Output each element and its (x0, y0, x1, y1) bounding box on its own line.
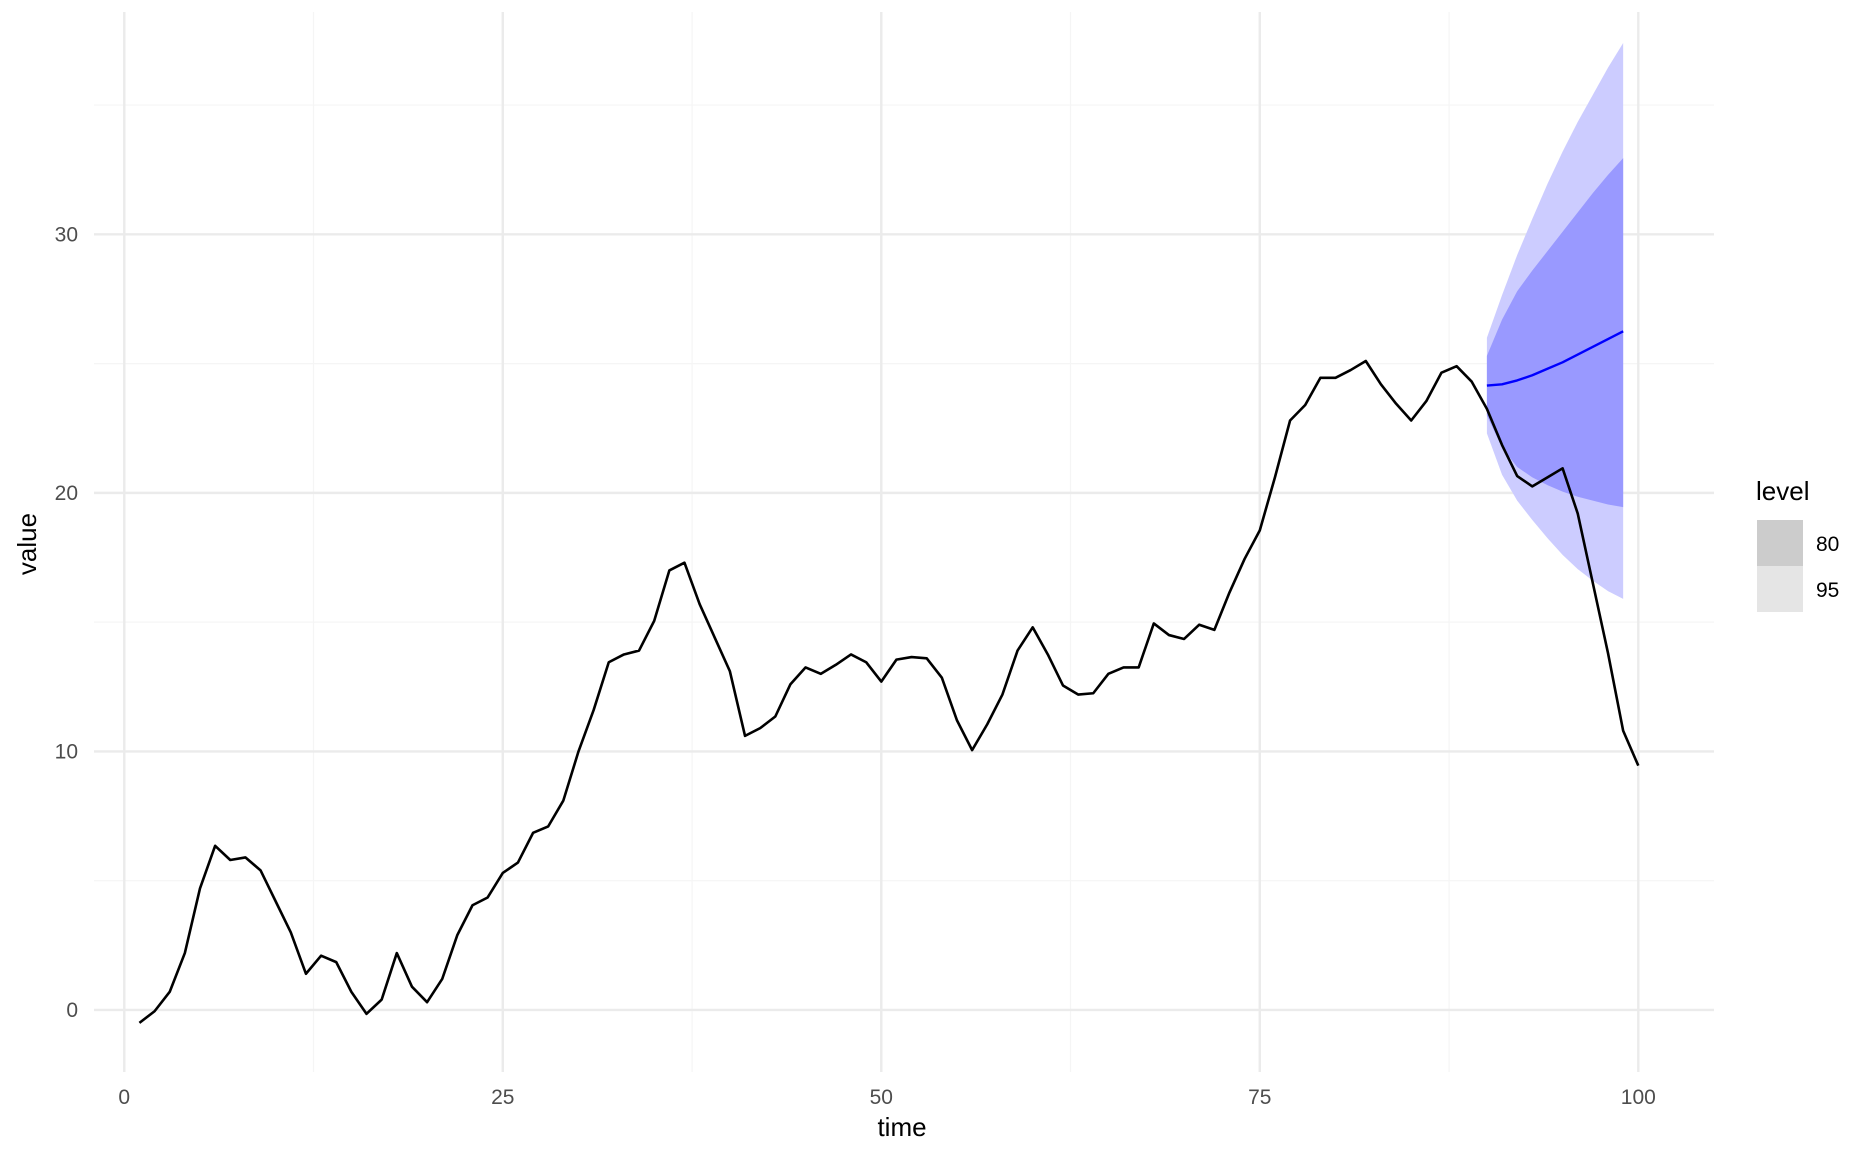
x-axis-tick-labels: 0 25 50 75 100 (118, 1086, 1655, 1109)
y-tick-label: 30 (55, 223, 78, 246)
legend-label-80: 80 (1816, 533, 1839, 556)
x-tick-label: 0 (118, 1086, 130, 1109)
y-tick-label: 0 (66, 999, 78, 1022)
x-tick-label: 25 (491, 1086, 514, 1109)
observed-series-line (138, 359, 1640, 1024)
x-axis-title: time (877, 1112, 926, 1142)
x-tick-label: 75 (1248, 1086, 1271, 1109)
legend: level 80 95 (1756, 476, 1839, 612)
legend-key-80 (1757, 520, 1803, 566)
minor-gridlines (94, 12, 1714, 1072)
legend-key-95 (1757, 566, 1803, 612)
x-tick-label: 50 (870, 1086, 893, 1109)
y-tick-label: 10 (55, 740, 78, 763)
legend-label-95: 95 (1816, 579, 1839, 602)
x-tick-label: 100 (1621, 1086, 1656, 1109)
y-axis-title: value (12, 513, 42, 575)
y-axis-tick-labels: 0 10 20 30 (55, 223, 78, 1022)
prediction-intervals (1486, 43, 1624, 599)
major-gridlines (94, 12, 1714, 1072)
forecast-mean-line (1486, 330, 1624, 387)
series-lines (138, 330, 1640, 1024)
legend-title: level (1756, 476, 1809, 506)
y-tick-label: 20 (55, 482, 78, 505)
band-80 (1486, 158, 1624, 508)
